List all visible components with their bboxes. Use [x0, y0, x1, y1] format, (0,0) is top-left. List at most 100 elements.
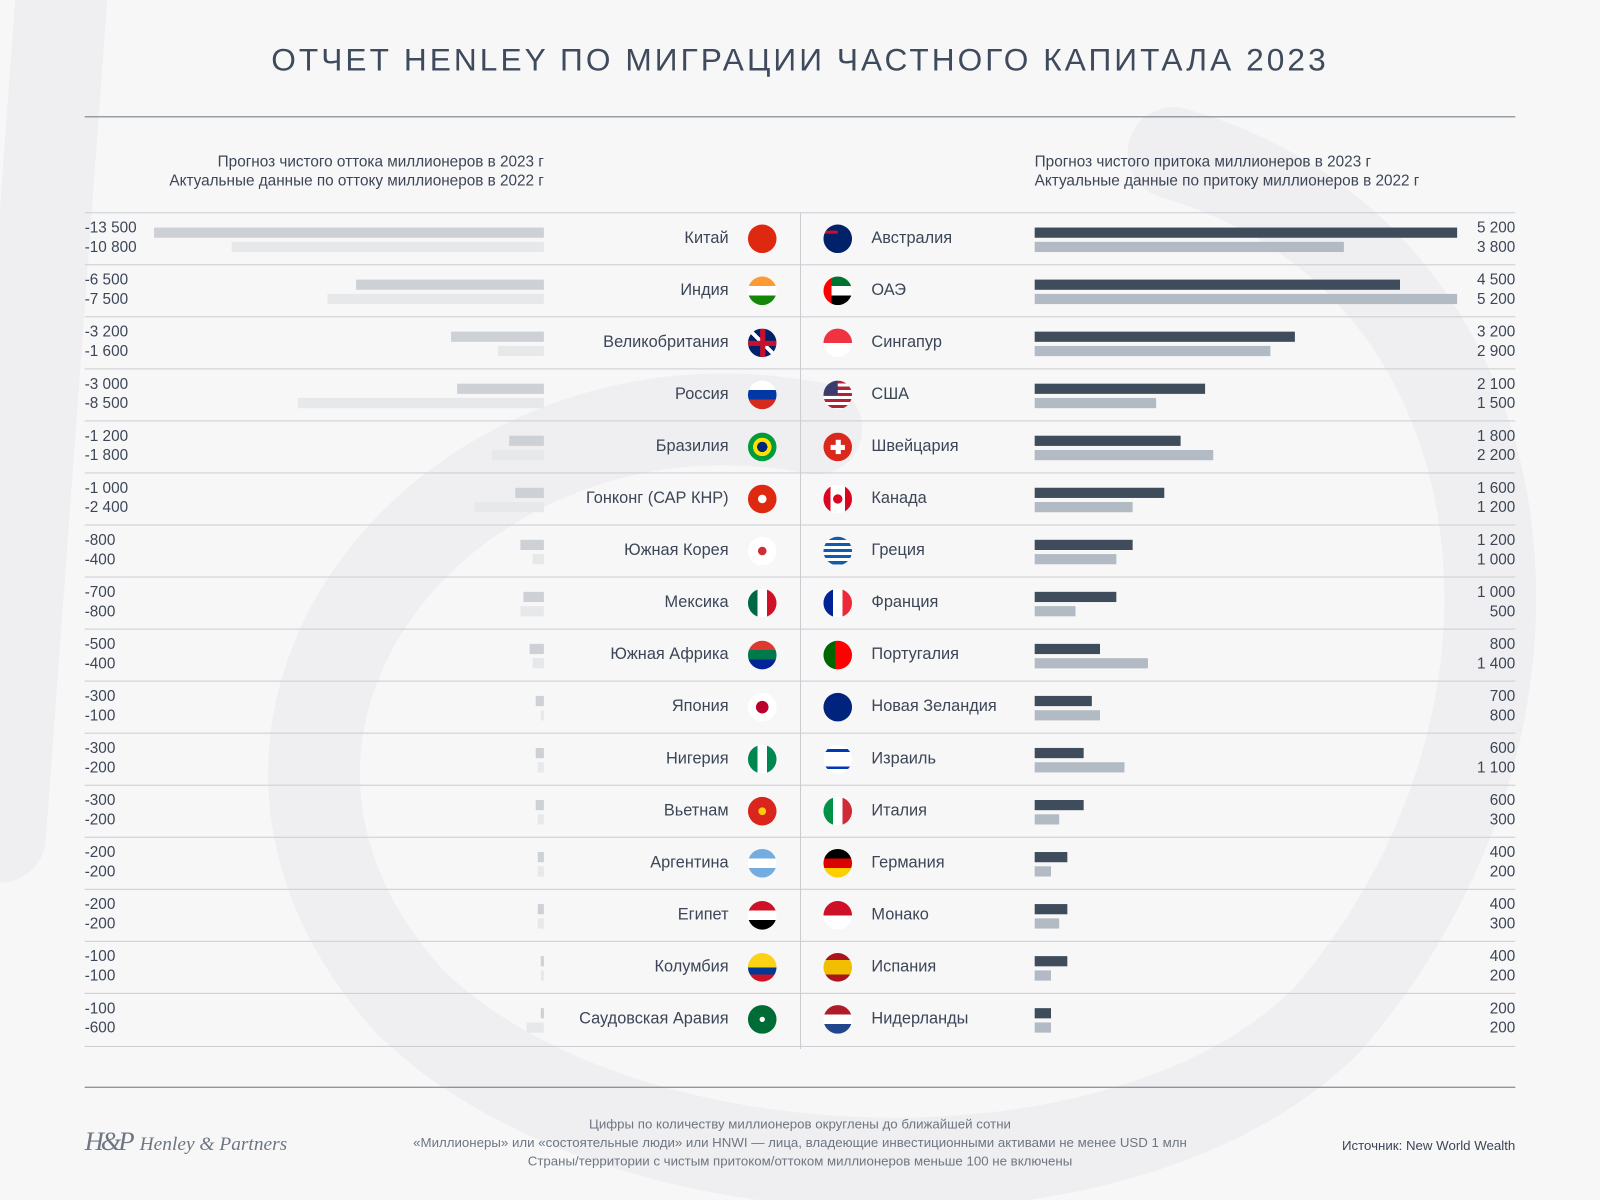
country-name: ОАЭ: [871, 281, 907, 299]
table-row: -300 -200 Вьетнам Италия 600 300: [84, 784, 1515, 838]
outflow-2022-label: -7 500: [84, 290, 129, 309]
inflow-2022-label: 1 500: [1476, 394, 1516, 413]
inflow-2023-bar: [1034, 591, 1116, 603]
footnote: Цифры по количеству миллионеров округлен…: [589, 1116, 1011, 1132]
outflow-2022-label: -600: [84, 1019, 116, 1037]
inflow-legend: Прогноз чистого притока миллионеров в 20…: [1035, 152, 1515, 191]
inflow-2023-label: 400: [1489, 947, 1516, 966]
outflow-2022-bar: [491, 449, 544, 461]
outflow-2022-label: -10 800: [84, 238, 137, 257]
outflow-2023-bar: [514, 487, 544, 498]
table-row: -200 -200 Аргентина Германия 400 200: [84, 836, 1516, 890]
table-row: -100 -100 Колумбия Испания 400 200: [84, 940, 1516, 994]
outflow-2022-label: -100: [84, 967, 116, 985]
inflow-2023-bar: [1034, 799, 1084, 811]
inflow-2022-label: 200: [1489, 1019, 1516, 1037]
inflow-2022-label: 200: [1489, 863, 1516, 881]
inflow-2022-label: 1 000: [1476, 551, 1516, 569]
outflow-2022-bar: [532, 554, 544, 565]
country-name: Китай: [684, 229, 729, 247]
country-name: Франция: [871, 593, 939, 612]
page-title: ОТЧЕТ HENLEY ПО МИГРАЦИИ ЧАСТНОГО КАПИТА…: [271, 41, 1329, 78]
inflow-2023-label: 1 600: [1476, 479, 1516, 497]
flag-new-zealand-icon: [823, 692, 853, 722]
table-row: -500 -400 Южная Африка Португалия 800 1 400: [84, 628, 1516, 682]
inflow-2022-label: 1 100: [1476, 759, 1516, 777]
inflow-2022-bar: [1034, 241, 1344, 253]
inflow-2023-bar: [1034, 695, 1092, 707]
country-name: Испания: [871, 958, 937, 976]
flag-germany-icon: [823, 848, 853, 878]
outflow-2023-label: -100: [84, 999, 116, 1018]
outflow-2023-label: -500: [84, 635, 116, 654]
inflow-legend-2022: Актуальные данные по притоку миллионеров…: [1034, 172, 1420, 190]
outflow-2022-bar: [520, 606, 544, 617]
inflow-2023-label: 800: [1489, 635, 1516, 654]
outflow-2023-bar: [535, 799, 544, 811]
outflow-2023-label: -200: [84, 843, 116, 862]
inflow-2023-label: 200: [1489, 999, 1516, 1018]
inflow-2023-bar: [1034, 904, 1068, 915]
table-row: -1 200 -1 800 Бразилия Швейцария 1 800 2 200: [84, 420, 1516, 473]
inflow-2023-label: 5 200: [1476, 219, 1516, 237]
outflow-2022-bar: [497, 345, 544, 357]
outflow-2023-bar: [520, 539, 544, 550]
inflow-2022-bar: [1034, 866, 1051, 877]
flag-australia-icon: [823, 224, 853, 254]
inflow-2022-bar: [1034, 345, 1271, 357]
flag-brazil-icon: [747, 432, 777, 462]
flag-france-icon: [823, 588, 853, 618]
outflow-2023-bar: [451, 331, 544, 342]
inflow-2022-label: 5 200: [1476, 290, 1516, 309]
inflow-2023-label: 2 100: [1476, 375, 1516, 393]
outflow-2023-label: -100: [84, 947, 116, 966]
logo-mark: H&P: [84, 1126, 135, 1157]
outflow-2022-bar: [538, 762, 544, 773]
flag-nigeria-icon: [747, 744, 777, 774]
country-name: Нигерия: [665, 749, 729, 768]
outflow-2023-label: -300: [84, 791, 116, 810]
inflow-2023-bar: [1034, 487, 1165, 498]
inflow-2022-label: 3 800: [1476, 238, 1516, 257]
inflow-2023-bar: [1034, 383, 1206, 394]
outflow-2023-label: -1 000: [84, 479, 129, 497]
country-name: Германия: [871, 854, 945, 872]
outflow-2022-label: -400: [84, 551, 116, 569]
country-name: Япония: [671, 697, 729, 716]
table-row: -300 -100 Япония Новая Зеландия 700 800: [84, 680, 1515, 734]
inflow-2022-bar: [1034, 502, 1133, 513]
inflow-2023-label: 1 800: [1476, 427, 1516, 445]
outflow-legend-2023: Прогноз чистого оттока миллионеров в 202…: [217, 153, 544, 171]
country-name: Колумбия: [654, 958, 729, 976]
inflow-2023-label: 400: [1489, 843, 1516, 862]
inflow-2023-label: 4 500: [1476, 271, 1516, 289]
inflow-2023-label: 600: [1489, 739, 1516, 758]
country-name: Аргентина: [650, 854, 729, 872]
top-divider: [84, 116, 1516, 118]
outflow-2023-label: -200: [84, 895, 116, 914]
outflow-2022-label: -1 800: [84, 446, 129, 465]
inflow-2022-bar: [1034, 449, 1214, 461]
outflow-2023-bar: [540, 1008, 544, 1019]
inflow-2022-bar: [1034, 293, 1458, 305]
outflow-2022-bar: [232, 241, 544, 253]
outflow-2022-bar: [532, 658, 544, 669]
inflow-2023-bar: [1034, 956, 1068, 967]
inflow-2022-bar: [1034, 554, 1116, 565]
outflow-2023-bar: [509, 435, 544, 446]
inflow-2022-bar: [1034, 814, 1060, 825]
flag-uk-icon: [747, 328, 777, 358]
flag-uae-icon: [823, 276, 853, 306]
outflow-2023-bar: [356, 279, 544, 290]
flag-mexico-icon: [747, 588, 777, 618]
outflow-2023-label: -13 500: [84, 219, 137, 237]
outflow-2023-bar: [538, 904, 544, 915]
inflow-2022-label: 1 200: [1476, 498, 1516, 517]
outflow-2023-label: -800: [84, 531, 116, 549]
table-row: -200 -200 Египет Монако 400 300: [84, 888, 1515, 942]
outflow-2022-label: -200: [84, 915, 116, 933]
outflow-2023-bar: [523, 591, 544, 603]
center-divider: [799, 212, 802, 1049]
country-name: Бразилия: [655, 437, 729, 456]
outflow-2023-bar: [457, 383, 544, 394]
